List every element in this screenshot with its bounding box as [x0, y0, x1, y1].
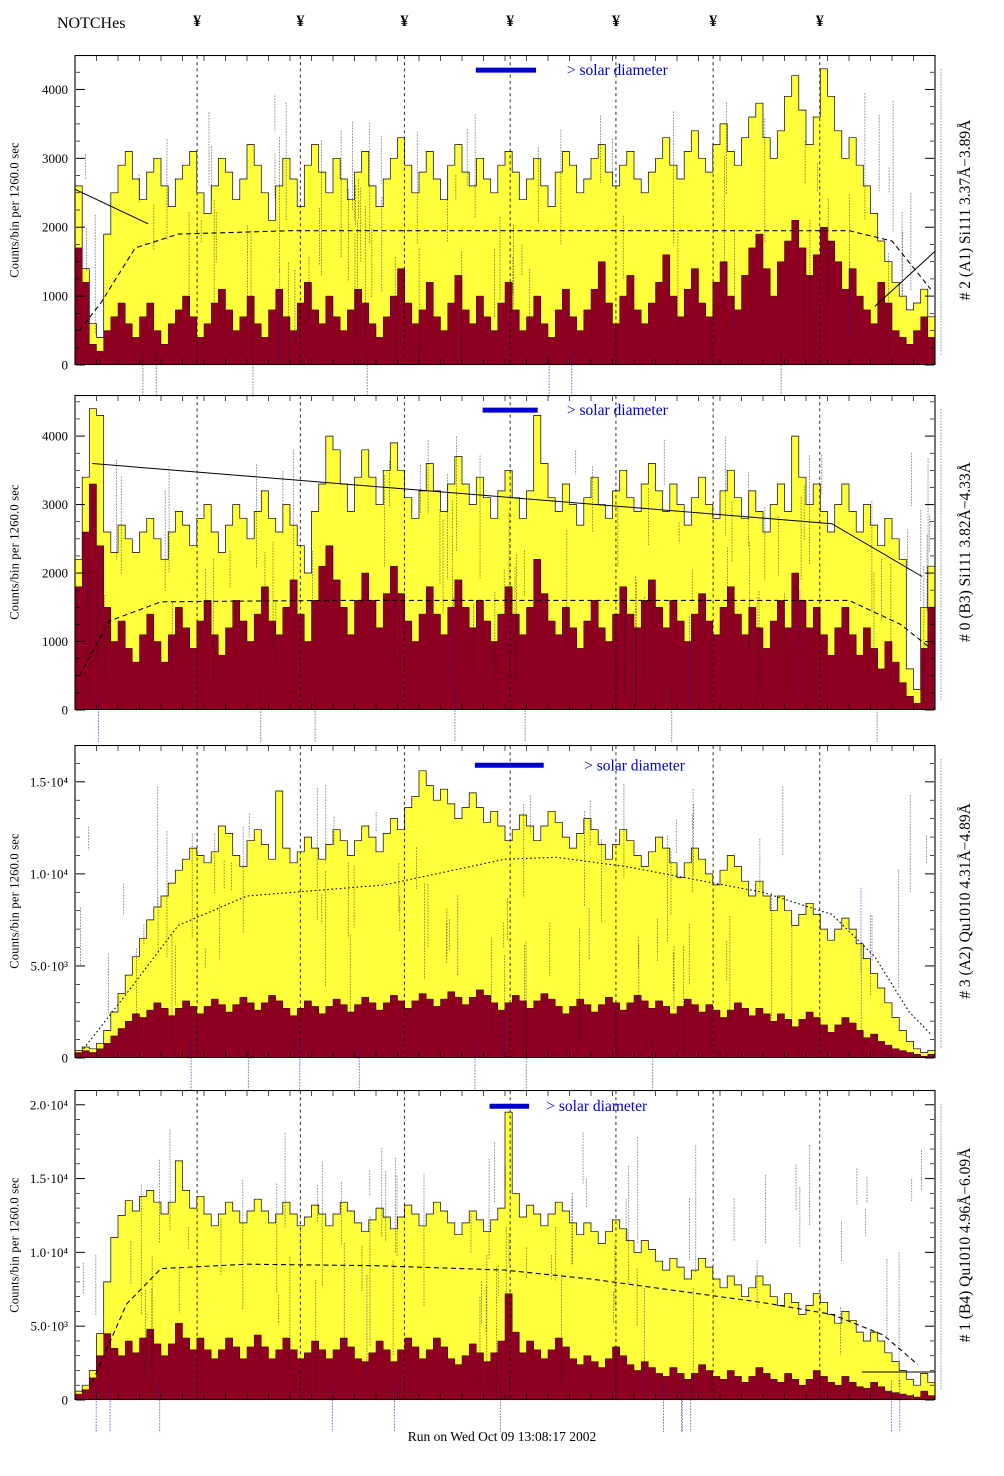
y-tick-label: 0 [62, 1393, 69, 1408]
notch-symbol: ¥ [193, 13, 202, 30]
notch-symbol: ¥ [611, 13, 620, 30]
smoothed-curve [78, 599, 932, 677]
notch-symbol: ¥ [815, 13, 824, 30]
y-tick-label: 0 [62, 1051, 69, 1066]
y-tick-label: 1.0·10⁴ [30, 866, 69, 881]
histogram-panel-4: 0 5.0·10³ 1.0·10⁴ 1.5·10⁴ 2.0·10⁴ > solar dia… [30, 1090, 942, 1432]
solar-diameter-label: > solar diameter [584, 757, 686, 774]
notch-symbol: ¥ [400, 13, 409, 30]
solar-diameter-label: > solar diameter [567, 402, 669, 419]
trend-line [74, 188, 149, 225]
y-tick-label: 1000 [42, 634, 68, 649]
notch-symbol: ¥ [296, 13, 305, 30]
plot-border [74, 55, 936, 366]
y-tick-label: 0 [62, 703, 69, 718]
y-tick-label: 5.0·10³ [31, 958, 69, 973]
y-tick-label: 4000 [42, 82, 68, 97]
histogram-panel-1: 0 1000 2000 3000 4000 > solar diameter [42, 55, 942, 397]
smoothed-curve [91, 1263, 919, 1383]
trend-line [874, 250, 936, 307]
y-tick-label: 3000 [42, 151, 68, 166]
solar-diameter-label: > solar diameter [546, 1098, 648, 1115]
y-tick-label: 5.0·10³ [31, 1319, 69, 1334]
y-tick-label: 1.5·10⁴ [30, 774, 69, 789]
histogram-panel-3: 0 5.0·10³ 1.0·10⁴ 1.5·10⁴ > solar diameter [30, 745, 942, 1090]
plot-border [74, 395, 936, 711]
y-tick-label: 1000 [42, 289, 68, 304]
solar-diameter-label: > solar diameter [567, 62, 669, 79]
y-tick-label: 2000 [42, 220, 68, 235]
plot-border [74, 745, 936, 1059]
y-tick-label: 1.0·10⁴ [30, 1245, 69, 1260]
histogram-panel-2: 0 1000 2000 3000 4000 > solar diameter [42, 395, 942, 742]
red-histogram [74, 1293, 936, 1400]
y-tick-label: 2.0·10⁴ [30, 1097, 69, 1112]
y-tick-label: 4000 [42, 429, 68, 444]
notches-label: NOTCHes [57, 15, 126, 32]
plot-border [74, 1090, 936, 1401]
trend-line [92, 463, 923, 577]
smoothed-curve [83, 856, 932, 1050]
notch-symbol: ¥ [506, 13, 515, 30]
run-caption: Run on Wed Oct 09 13:08:17 2002 [407, 1429, 597, 1444]
red-histogram [74, 220, 936, 365]
y-tick-label: 3000 [42, 497, 68, 512]
yellow-histogram [74, 770, 936, 1058]
y-tick-label: 2000 [42, 566, 68, 581]
y-tick-label: 1.5·10⁴ [30, 1171, 69, 1186]
y-tick-label: 0 [62, 358, 69, 373]
notch-symbol: ¥ [709, 13, 718, 30]
